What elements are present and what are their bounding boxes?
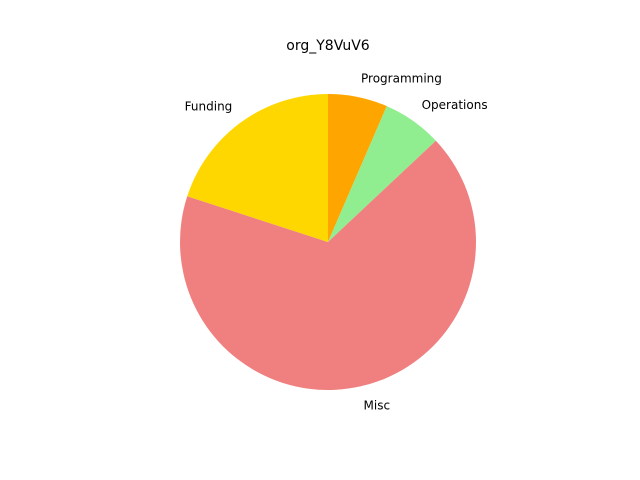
labels-group: Programming Operations Misc Funding [185,72,488,413]
slice-label-programming: Programming [361,72,442,86]
pie-slice-funding [187,94,328,242]
chart-title: org_Y8VuV6 [286,38,369,54]
pie-slice-operations [328,106,436,242]
slice-label-misc: Misc [364,399,391,413]
pie-slice-programming [328,94,387,242]
slice-label-operations: Operations [422,98,488,112]
pie-slice-misc [179,140,476,390]
slice-label-funding: Funding [185,99,233,113]
slices-group [179,94,476,390]
